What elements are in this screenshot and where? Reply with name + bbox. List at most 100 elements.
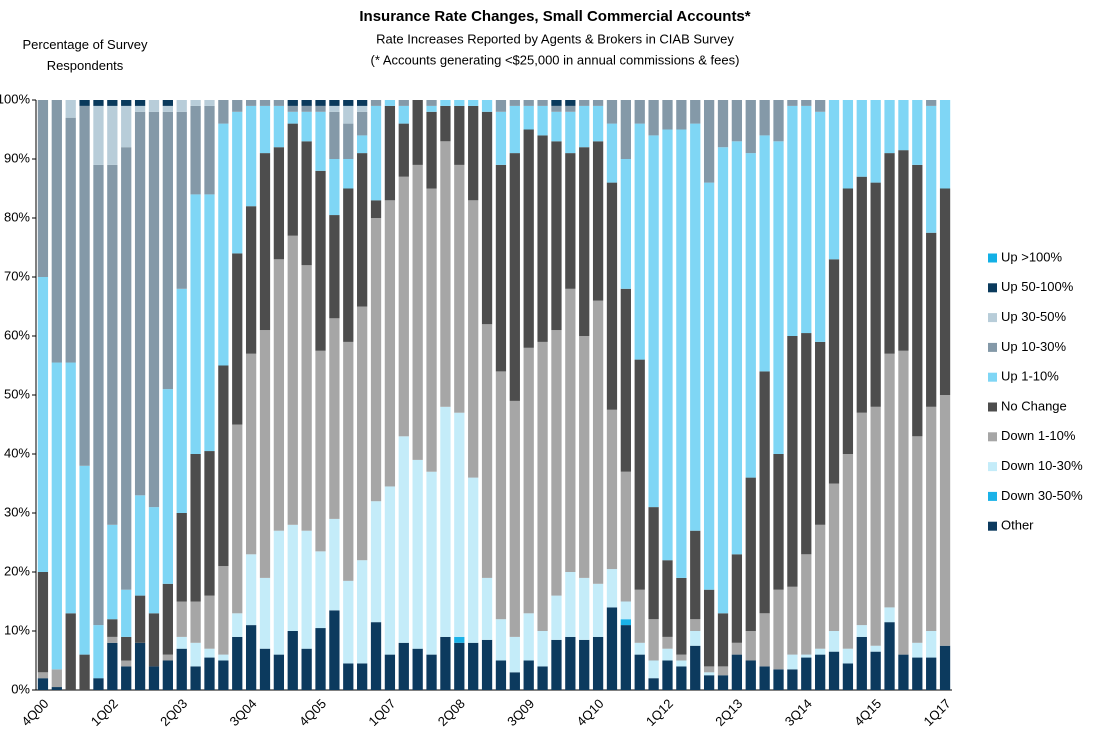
bar-segment	[662, 648, 673, 661]
chart-title: Insurance Rate Changes, Small Commercial…	[359, 8, 750, 25]
legend-swatch	[988, 402, 997, 412]
bar-segment	[315, 111, 326, 171]
bar-segment	[523, 613, 534, 661]
bar-segment	[801, 554, 812, 655]
bar-segment	[162, 100, 173, 106]
bar-segment	[745, 100, 756, 154]
bar-segment	[926, 105, 937, 233]
bar-segment	[606, 100, 618, 124]
bar-segment	[329, 105, 340, 112]
bar-segment	[481, 324, 493, 578]
bar-segment	[454, 100, 465, 106]
bar-segment	[190, 601, 201, 643]
bar-segment	[551, 141, 562, 331]
bar-segment	[745, 477, 756, 631]
bar-segment	[662, 660, 673, 690]
bar-segment	[912, 100, 923, 165]
bar-segment	[162, 654, 173, 661]
bar-segment	[926, 657, 937, 690]
bar-segment	[343, 100, 354, 106]
bar-segment	[565, 111, 576, 154]
bar-segment	[454, 642, 465, 690]
bar-segment	[245, 554, 257, 626]
bar-segment	[884, 100, 895, 154]
bar-segment	[301, 141, 312, 266]
bar-segment	[731, 654, 743, 690]
bar-segment	[537, 341, 548, 631]
bar-segment	[926, 631, 937, 658]
bar-segment	[592, 105, 604, 142]
bar-segment	[815, 341, 826, 525]
bar-segment	[93, 625, 104, 679]
bar-segment	[134, 105, 146, 112]
bar-segment	[398, 642, 409, 690]
bar-segment	[565, 572, 576, 637]
y-tick-label: 30%	[4, 504, 30, 519]
bar-segment	[884, 153, 895, 354]
legend-label: Up >100%	[1001, 249, 1063, 264]
bar-segment	[690, 631, 701, 646]
bar-segment	[357, 663, 368, 690]
bar-segment	[107, 100, 118, 106]
bar-segment	[842, 454, 854, 649]
bar-segment	[357, 135, 368, 154]
bar-segment	[565, 636, 576, 690]
y-tick-label: 60%	[4, 327, 30, 342]
bar-segment	[79, 654, 90, 690]
bar-segment	[731, 100, 743, 142]
bar-segment	[232, 100, 243, 112]
bar-segment	[495, 164, 507, 372]
bar-segment	[495, 100, 507, 112]
bar-segment	[218, 660, 229, 690]
bar-segment	[176, 648, 187, 690]
bar-segment	[870, 645, 881, 652]
bar-segment	[759, 100, 770, 136]
bar-segment	[801, 654, 812, 658]
bar-segment	[495, 111, 507, 165]
y-tick-label: 50%	[4, 386, 30, 401]
bar-segment	[842, 100, 854, 189]
bar-segment	[676, 129, 687, 578]
bar-segment	[176, 111, 187, 289]
bar-segment	[426, 471, 437, 655]
bar-segment	[815, 654, 826, 690]
bar-segment	[79, 100, 90, 106]
bar-segment	[107, 164, 118, 525]
x-tick-label: 1Q07	[365, 696, 398, 729]
bar-segment	[745, 660, 756, 690]
bar-segment	[51, 669, 62, 688]
bar-segment	[481, 100, 493, 112]
bar-segment	[926, 232, 937, 407]
bar-segment	[245, 625, 257, 690]
bar-segment	[842, 188, 854, 454]
bar-segment	[648, 135, 659, 508]
legend-swatch	[988, 342, 997, 352]
bar-segment	[79, 105, 90, 466]
bar-segment	[148, 100, 160, 112]
bar-segment	[773, 669, 784, 690]
legend-label: No Change	[1001, 398, 1067, 413]
bar-segment	[815, 100, 826, 112]
bar-segment	[579, 336, 590, 578]
bar-segment	[65, 100, 76, 118]
bar-segment	[717, 666, 729, 676]
y-tick-label: 20%	[4, 563, 30, 578]
bar-segment	[565, 100, 576, 106]
bar-segment	[121, 589, 132, 637]
bar-segment	[551, 100, 562, 106]
bar-segment	[787, 654, 798, 670]
bar-segment	[690, 619, 701, 631]
bar-segment	[384, 486, 396, 655]
bar-segment	[745, 631, 756, 661]
bar-segment	[939, 645, 951, 690]
bar-segment	[759, 613, 770, 667]
bar-segment	[440, 406, 451, 637]
bar-segment	[579, 639, 590, 690]
bar-segment	[870, 100, 881, 183]
bar-segment	[190, 194, 201, 454]
bar-segment	[634, 589, 645, 643]
bar-segment	[370, 622, 382, 690]
bar-segment	[148, 507, 160, 614]
bar-segment	[828, 100, 840, 260]
bar-segment	[329, 159, 340, 216]
